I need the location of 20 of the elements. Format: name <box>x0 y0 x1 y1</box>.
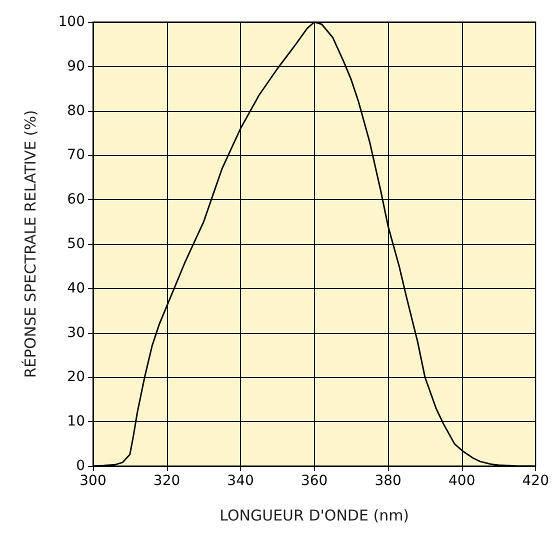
x-tick-label: 320 <box>153 473 180 489</box>
y-axis-title: RÉPONSE SPECTRALE RELATIVE (%) <box>22 110 40 378</box>
x-tick-label: 400 <box>448 473 476 489</box>
x-tick-label: 300 <box>80 473 106 489</box>
x-tick-label: 340 <box>227 473 254 489</box>
x-tick-label: 380 <box>374 473 402 489</box>
y-tick-label: 30 <box>67 324 85 341</box>
y-tick-label: 40 <box>67 280 85 296</box>
y-tick-label: 70 <box>67 147 85 164</box>
x-axis-title: LONGUEUR D'ONDE (nm) <box>220 506 410 524</box>
y-tick-label: 10 <box>67 414 85 430</box>
y-tick-label: 90 <box>67 58 85 74</box>
x-tick-label: 420 <box>522 473 550 489</box>
x-tick-label: 360 <box>300 473 328 489</box>
y-tick-label: 60 <box>67 192 85 208</box>
y-tick-label: 80 <box>67 102 85 119</box>
y-tick-label: 50 <box>67 236 85 252</box>
y-tick-label: 100 <box>58 14 85 30</box>
y-tick-label: 20 <box>67 369 85 386</box>
y-tick-label: 0 <box>76 458 85 474</box>
